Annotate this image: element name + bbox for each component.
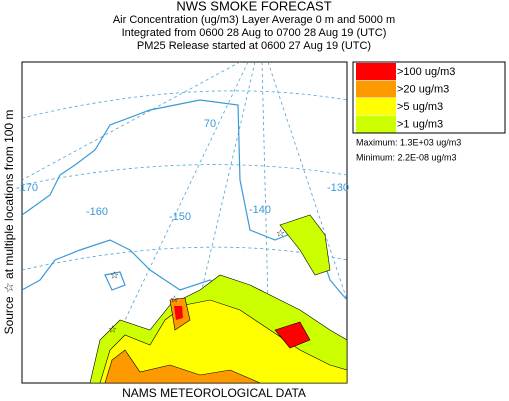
smoke-area xyxy=(279,214,331,276)
subtitle: Air Concentration (ug/m3) Layer Average … xyxy=(113,14,395,26)
graticule-label: -170 xyxy=(16,182,38,194)
source-marker: ☆ xyxy=(108,325,117,336)
source-marker: ☆ xyxy=(170,295,179,306)
legend-swatch xyxy=(356,80,396,98)
graticule xyxy=(22,62,241,181)
smoke-area xyxy=(99,299,347,383)
legend-swatch xyxy=(356,98,396,115)
island xyxy=(104,271,126,291)
footer: NAMS METEOROLOGICAL DATA xyxy=(122,386,306,400)
graticule-label: -160 xyxy=(86,206,108,218)
legend-label: >5 ug/m3 xyxy=(397,101,443,113)
legend-swatch xyxy=(356,63,396,80)
smoke-area xyxy=(274,321,311,349)
source-marker: ☆ xyxy=(110,271,119,282)
legend-label: >100 ug/m3 xyxy=(397,66,455,78)
graticule-label: 70 xyxy=(204,118,216,130)
subtitle: Integrated from 0600 28 Aug to 0700 28 A… xyxy=(122,27,387,39)
side-label: Source ☆ at multiple locations from 100 … xyxy=(2,110,16,335)
graticule xyxy=(179,62,256,383)
legend-label: >1 ug/m3 xyxy=(397,118,443,130)
smoke-area xyxy=(174,306,183,320)
graticule-label: -150 xyxy=(169,211,191,223)
graticule xyxy=(22,90,347,119)
legend: >100 ug/m3 >20 ug/m3 >5 ug/m3 >1 ug/m3 xyxy=(352,61,506,134)
legend-swatch xyxy=(356,115,396,133)
graticule-label: -130 xyxy=(327,182,349,194)
minimum: Minimum: 2.2E-08 ug/m3 xyxy=(356,152,457,162)
legend-label: >20 ug/m3 xyxy=(397,83,449,95)
title: NWS SMOKE FORECAST xyxy=(176,0,331,13)
map: ☆ ☆ ☆ ☆ -170 -160 -150 -140 -130 70 xyxy=(16,61,349,384)
source-marker: ☆ xyxy=(276,229,285,240)
graticule xyxy=(22,164,347,186)
subtitle: PM25 Release started at 0600 27 Aug 19 (… xyxy=(137,40,371,52)
maximum: Maximum: 1.3E+03 ug/m3 xyxy=(356,137,461,147)
graticule-label: -140 xyxy=(249,204,271,216)
smoke-area xyxy=(104,349,261,383)
